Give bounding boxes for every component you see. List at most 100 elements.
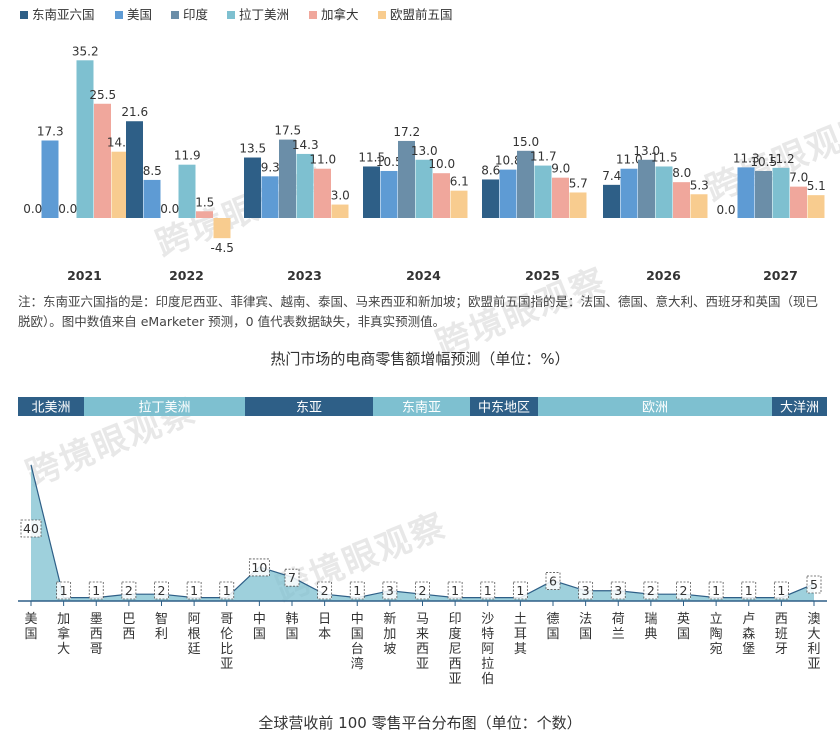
bar (482, 179, 499, 218)
data-label: 11.5 (651, 150, 678, 164)
x-tick-label: 哥 (90, 642, 103, 657)
x-tick-label: 印 (449, 612, 462, 627)
x-tick-label: 2024 (406, 268, 441, 283)
legend-swatch (378, 11, 386, 19)
x-tick-label: 墨 (90, 612, 103, 627)
value-box (349, 581, 365, 600)
data-label: 7.4 (602, 169, 621, 183)
data-label: 0.0 (58, 202, 77, 216)
x-tick-label: 国 (579, 627, 592, 642)
data-label: 1 (745, 583, 753, 598)
data-label: 3 (386, 583, 394, 598)
legend-label: 美国 (127, 7, 152, 22)
x-tick-label: 德 (546, 612, 559, 627)
value-box (806, 575, 822, 594)
region-band (18, 397, 84, 416)
data-label: 13.5 (239, 142, 266, 156)
x-tick-label: 坡 (383, 642, 396, 657)
bar-chart-title: 热门市场的电商零售额增幅预测（单位：%） (270, 350, 570, 368)
data-label: 0.0 (716, 203, 735, 217)
x-tick-label: 宛 (710, 642, 723, 657)
data-label: 7 (288, 570, 296, 585)
value-box (121, 581, 137, 600)
value-box (154, 581, 169, 600)
data-label: 1.5 (195, 195, 214, 209)
data-label: 2 (419, 583, 427, 598)
bar (620, 168, 638, 218)
platform-distribution-chart: 北美洲 拉丁美洲 东亚 东南亚 中东地区 欧洲 大洋洲40美国1加拿大1墨西哥2巴西2智利1… (18, 397, 827, 687)
area-chart-title: 全球营收前 100 零售平台分布图（单位：个数） (258, 714, 582, 732)
value-box (284, 568, 300, 587)
data-label: 6.1 (450, 175, 469, 189)
bar (755, 170, 772, 218)
x-tick-label: 卢 (742, 611, 755, 627)
x-tick-label: 比 (220, 642, 233, 657)
bar (673, 182, 690, 218)
x-tick-label: 其 (514, 642, 527, 657)
x-tick-label: 国 (677, 627, 690, 642)
region-label: 东亚 (296, 401, 322, 416)
region-label: 中东地区 (478, 401, 530, 416)
data-label: 3 (614, 583, 622, 598)
data-label: 10.8 (495, 154, 522, 168)
data-label: 7.0 (789, 171, 808, 185)
value-box (248, 558, 270, 577)
area-fill (31, 464, 814, 601)
legend-swatch (227, 11, 235, 19)
bar (552, 177, 569, 218)
data-label: 1 (60, 583, 68, 598)
x-tick-label: 特 (481, 627, 494, 642)
x-tick-label: 利 (807, 642, 820, 657)
value-box (20, 519, 42, 538)
bar (314, 168, 331, 218)
x-tick-label: 土 (514, 612, 527, 627)
chart-note: 注：东南亚六国指的是：印度尼西亚、菲律宾、越南、泰国、马来西亚和新加坡；欧盟前五… (18, 294, 819, 329)
bar (690, 194, 708, 218)
data-label: 0.0 (160, 202, 179, 216)
data-label: 2 (125, 583, 133, 598)
x-tick-label: 加 (383, 627, 396, 642)
data-label: 3.0 (331, 189, 350, 203)
data-label: 15.0 (512, 135, 539, 149)
data-label: 11.2 (768, 152, 795, 166)
region-label: 东南亚 (402, 400, 441, 416)
data-label: 13.0 (633, 144, 660, 158)
data-label: 3 (582, 583, 590, 598)
value-box (415, 581, 430, 600)
legend-label: 印度 (183, 7, 209, 22)
x-tick-label: 巴 (122, 612, 135, 627)
growth-bar-chart: 东南亚六国 美国 印度 拉丁美洲 加拿大 欧盟前五国 0.0 17.3 0.0 35.2 25.5 1… (20, 7, 826, 283)
bar (41, 140, 59, 218)
x-tick-label: 中 (253, 612, 266, 627)
data-label: 10.0 (428, 157, 455, 171)
value-box (610, 581, 626, 600)
data-label: 11.5 (358, 150, 385, 164)
data-label: 14.3 (292, 138, 319, 152)
bar (363, 166, 380, 218)
region-label: 大洋洲 (780, 401, 819, 416)
legend-swatch (171, 11, 179, 19)
data-label: 2 (158, 583, 166, 598)
x-tick-label: 荷 (612, 612, 625, 627)
x-tick-label: 美 (24, 612, 37, 627)
legend-label: 加拿大 (321, 7, 359, 22)
bar (655, 166, 673, 218)
x-tick-label: 西 (775, 612, 788, 627)
region-label: 拉丁美洲 (138, 401, 190, 416)
x-tick-label: 马 (416, 612, 429, 627)
x-tick-label: 哥 (220, 612, 233, 627)
region-band (84, 397, 245, 416)
bar (380, 170, 398, 218)
data-label: 1 (484, 583, 492, 598)
legend-swatch (20, 11, 28, 19)
bar (398, 140, 415, 218)
x-tick-label: 伦 (220, 627, 233, 642)
data-label: 1 (353, 583, 361, 598)
data-label: 1 (223, 583, 231, 598)
legend-label: 拉丁美洲 (239, 7, 289, 22)
data-label: 6 (549, 574, 557, 589)
legend-swatch (115, 11, 123, 19)
data-label: 9.3 (261, 160, 280, 174)
value-box (676, 581, 691, 600)
x-tick-label: 堡 (742, 641, 755, 657)
